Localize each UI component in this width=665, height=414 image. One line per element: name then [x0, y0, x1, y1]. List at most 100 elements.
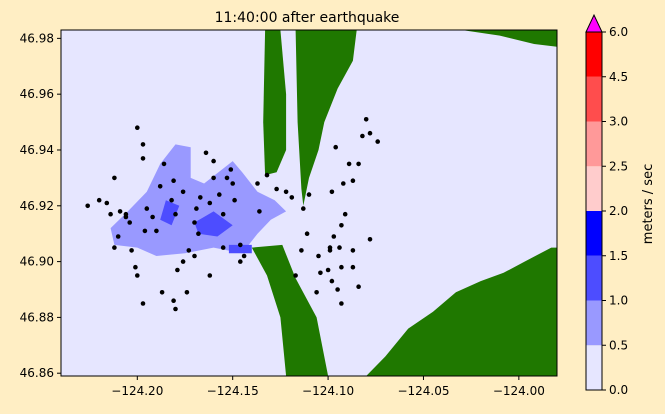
- gauge-point-26: [108, 211, 113, 217]
- gauge-point-47: [186, 248, 192, 253]
- gauge-point-67: [318, 270, 323, 276]
- land-region-3: [251, 244, 329, 376]
- gauge-point-42: [171, 298, 176, 304]
- x-axis: −124.20 −124.15 −124.10 −124.05 −124.00: [111, 376, 545, 398]
- gauge-point-14: [217, 192, 222, 197]
- gauge-point-32: [154, 228, 159, 234]
- gauge-point-68: [316, 253, 321, 259]
- colorbar-band-2: [586, 255, 602, 301]
- gauge-point-70: [325, 267, 331, 273]
- x-tick-label: −124.20: [111, 384, 163, 398]
- gauge-point-72: [339, 264, 344, 270]
- gauge-point-81: [329, 189, 335, 195]
- gauge-point-54: [238, 259, 243, 264]
- gauge-point-51: [220, 245, 226, 250]
- colorbar-band-0: [586, 345, 602, 390]
- gauge-point-62: [301, 206, 306, 211]
- gauge-point-39: [135, 273, 140, 278]
- colorbar-tick-label: 2.5: [609, 159, 628, 173]
- gauge-markers: [85, 117, 381, 312]
- gauge-point-29: [123, 214, 129, 220]
- gauge-point-8: [211, 158, 216, 164]
- gauge-point-89: [375, 139, 381, 144]
- gauge-point-75: [327, 245, 333, 250]
- land-region-2: [461, 30, 557, 47]
- colorbar-tick-label: 6.0: [609, 25, 628, 39]
- gauge-point-53: [241, 253, 247, 259]
- gauge-point-31: [150, 214, 155, 220]
- colorbar-label: meters / sec: [641, 164, 656, 244]
- gauge-point-38: [133, 264, 138, 270]
- gauge-point-35: [115, 234, 121, 239]
- gauge-point-12: [230, 181, 235, 186]
- gauge-point-20: [207, 200, 213, 206]
- gauge-point-16: [180, 189, 186, 195]
- speed-region-2: [194, 211, 233, 237]
- gauge-point-84: [350, 178, 356, 183]
- gauge-point-63: [304, 231, 310, 236]
- gauge-point-23: [104, 200, 110, 206]
- gauge-point-77: [331, 234, 337, 239]
- gauge-point-11: [228, 167, 234, 172]
- colorbar-band-3: [586, 211, 602, 256]
- gauge-point-87: [363, 117, 369, 122]
- gauge-point-58: [274, 186, 279, 192]
- gauge-point-86: [360, 133, 365, 139]
- gauge-point-30: [144, 206, 150, 211]
- colorbar-tick-label: 4.5: [609, 70, 628, 84]
- gauge-point-40: [140, 301, 146, 306]
- colorbar-bands: [586, 32, 602, 390]
- colorbar-ticks: 0.0 0.5 1.0 1.5 2.0 2.5 3.0 4.5 6.0: [602, 25, 628, 397]
- gauge-point-60: [289, 195, 295, 200]
- land-region-1: [295, 30, 357, 206]
- x-tick-label: −124.10: [302, 384, 354, 398]
- y-tick-label: 46.88: [20, 310, 54, 324]
- gauge-point-74: [339, 301, 344, 306]
- gauge-point-80: [341, 181, 346, 186]
- land-region-4: [366, 247, 557, 376]
- colorbar-band-6: [586, 76, 602, 122]
- gauge-point-92: [356, 284, 361, 290]
- gauge-point-45: [175, 267, 180, 273]
- gauge-point-10: [224, 175, 230, 181]
- gauge-point-19: [194, 206, 199, 211]
- colorbar-tick-label: 0.5: [609, 338, 628, 352]
- gauge-point-90: [350, 248, 356, 253]
- gauge-point-93: [367, 237, 373, 242]
- gauge-point-82: [333, 144, 339, 150]
- y-tick-label: 46.98: [20, 31, 54, 45]
- gauge-point-83: [346, 161, 352, 167]
- colorbar: 0.0 0.5 1.0 1.5 2.0 2.5 3.0 4.5 6.0 meters / sec: [585, 13, 656, 397]
- colorbar-tick-label: 0.0: [609, 383, 628, 397]
- y-tick-label: 46.86: [20, 366, 54, 380]
- gauge-point-18: [173, 211, 178, 217]
- colorbar-tick-label: 2.0: [609, 204, 628, 218]
- y-tick-label: 46.92: [20, 199, 54, 213]
- land-regions: [251, 30, 557, 376]
- x-tick-label: −124.15: [207, 384, 259, 398]
- y-tick-label: 46.96: [20, 87, 54, 101]
- colorbar-tick-label: 1.5: [609, 249, 628, 263]
- gauge-point-79: [342, 211, 348, 217]
- gauge-point-44: [184, 290, 190, 295]
- colorbar-band-5: [586, 121, 602, 167]
- gauge-point-33: [142, 228, 148, 234]
- gauge-point-22: [192, 220, 197, 225]
- chart-title: 11:40:00 after earthquake: [215, 10, 400, 26]
- gauge-point-0: [135, 125, 140, 130]
- plot-frame: [60, 29, 558, 377]
- gauge-point-3: [112, 175, 117, 181]
- speed-region-0: [110, 144, 287, 256]
- gauge-point-2: [140, 156, 146, 161]
- x-tick-label: −124.00: [493, 384, 545, 398]
- gauge-point-17: [169, 197, 174, 203]
- colorbar-tick-label: 1.0: [609, 294, 628, 308]
- gauge-point-88: [367, 130, 373, 136]
- land-region-0: [263, 30, 287, 176]
- gauge-point-61: [306, 192, 312, 197]
- gauge-point-46: [180, 259, 186, 264]
- colorbar-band-4: [586, 166, 602, 211]
- gauge-point-1: [140, 142, 146, 147]
- gauge-point-34: [127, 220, 132, 225]
- gauge-point-5: [171, 178, 176, 183]
